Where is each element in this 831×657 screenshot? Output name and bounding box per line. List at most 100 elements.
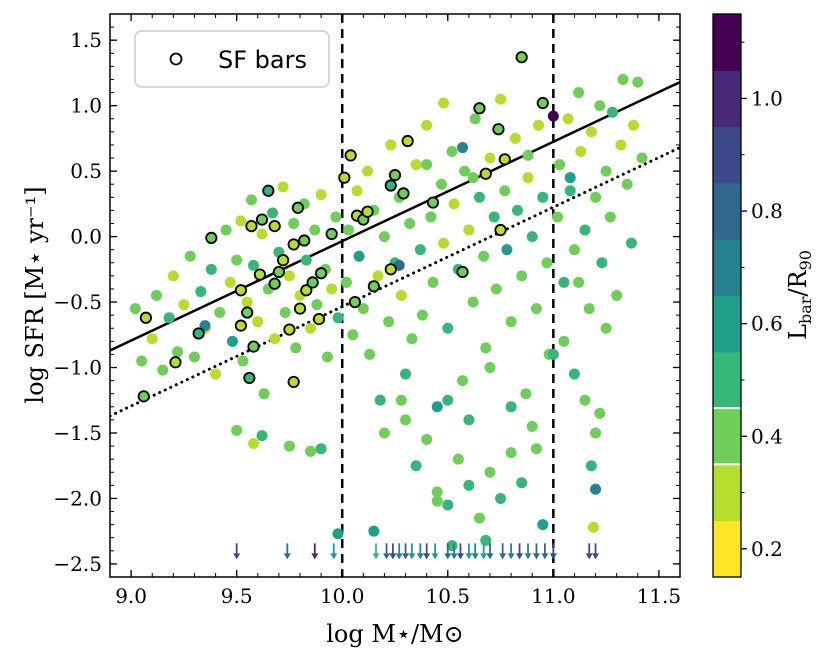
data-point [480, 342, 492, 354]
data-point [590, 191, 602, 203]
x-axis-title: log M⋆/M⊙ [326, 620, 463, 648]
colorbar-segment [713, 295, 741, 353]
sf-bar-point [243, 371, 256, 385]
colorbar-segment [713, 14, 741, 71]
y-axis: −2.5 −2.0 −1.5 −1.0 −0.5 0.0 0.5 1.0 1.5 [53, 13, 680, 578]
data-point [587, 521, 599, 533]
data-point [288, 217, 300, 229]
upper-limit-arrow [372, 543, 380, 560]
data-point [395, 394, 407, 406]
sf-bar-point [456, 265, 469, 279]
data-point [157, 364, 169, 376]
data-point [258, 388, 270, 400]
data-point [628, 119, 640, 131]
y-tick-label: 0.0 [70, 225, 102, 249]
data-point [224, 276, 236, 288]
data-point [425, 211, 437, 223]
colorbar-tick-label: 0.8 [751, 199, 783, 223]
data-point [585, 460, 597, 472]
legend-label-sf-bars: SF bars [218, 46, 307, 74]
data-point [357, 303, 369, 315]
data-point [184, 250, 196, 262]
vertical-reference-lines [340, 14, 555, 577]
data-point [480, 534, 492, 546]
data-point [537, 519, 549, 531]
data-point [136, 355, 148, 367]
sf-bar-point [338, 171, 351, 184]
y-tick-label: −2.5 [53, 552, 102, 576]
data-point [231, 254, 243, 266]
data-point [505, 447, 517, 459]
sf-bar-point [192, 327, 205, 340]
data-point [277, 181, 289, 193]
dotted-offset-line [110, 146, 680, 418]
data-point [305, 322, 317, 334]
x-tick-label: 10.5 [426, 584, 471, 608]
data-point [332, 528, 344, 540]
data-point [146, 333, 158, 345]
data-point [554, 159, 566, 171]
sf-bar-point [293, 302, 307, 315]
data-point [330, 211, 342, 223]
data-point [321, 351, 333, 363]
data-point [195, 286, 207, 298]
data-point [625, 237, 637, 249]
data-point [248, 259, 260, 271]
data-point [520, 388, 532, 400]
upper-limit-arrow [532, 543, 540, 560]
data-point [347, 329, 359, 341]
sf-bar-point [367, 280, 380, 293]
data-point [590, 427, 602, 439]
colorbar-segment [713, 239, 741, 296]
y-axis-title: log SFR [M⋆ yr⁻¹] [21, 186, 49, 403]
upper-limit-arrow [585, 543, 593, 560]
sf-bar-point [498, 153, 511, 166]
legend-marker-sf-bars [169, 52, 183, 66]
sf-bar-point [241, 306, 254, 319]
data-point [541, 257, 553, 269]
x-tick-label: 9.5 [221, 584, 253, 608]
data-point [469, 113, 481, 125]
data-point [467, 296, 479, 308]
data-point [300, 254, 312, 266]
upper-limit-arrow [431, 543, 439, 560]
data-point [463, 224, 475, 236]
data-point [488, 211, 500, 223]
data-point [446, 145, 458, 157]
data-point [596, 257, 608, 269]
data-point [562, 113, 574, 125]
data-point [511, 204, 523, 216]
upper-limit-arrow [549, 543, 557, 560]
data-point [188, 351, 200, 363]
sf-bar-point [137, 390, 150, 403]
x-tick-label: 11.0 [531, 584, 576, 608]
sf-bar-point [315, 267, 328, 280]
sf-bar-point [325, 227, 338, 241]
upper-limit-arrow [402, 543, 410, 560]
sf-bar-point [253, 268, 266, 281]
data-point [558, 276, 570, 288]
colorbar-frame [712, 13, 742, 578]
upper-limit-arrow [541, 543, 549, 560]
data-point [575, 145, 587, 157]
fit-lines [110, 80, 680, 418]
plot-frame [109, 13, 681, 578]
colorbar-segment [713, 464, 741, 522]
data-point [573, 87, 585, 99]
data-point [547, 348, 559, 360]
data-point [351, 185, 363, 197]
colorbar-title: Lbar/R90 [784, 250, 815, 340]
data-point [516, 477, 528, 489]
legend-box [134, 30, 330, 88]
sf-bar-point [426, 196, 440, 209]
data-point [604, 211, 616, 223]
sf-bar-point [306, 276, 319, 289]
sf-bar-point [291, 201, 304, 214]
data-point [457, 142, 469, 154]
data-point [410, 460, 422, 472]
data-point [256, 430, 268, 442]
data-point [256, 228, 268, 240]
upper-limit-arrow [383, 543, 391, 560]
colorbar-segment [713, 126, 741, 184]
